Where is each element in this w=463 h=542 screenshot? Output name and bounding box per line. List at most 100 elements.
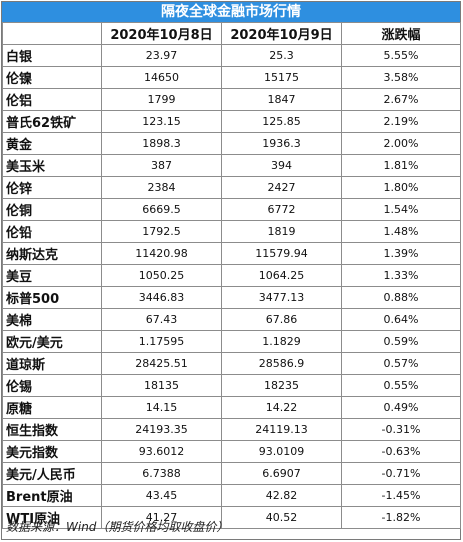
- change-percent-cell: 2.00%: [341, 132, 461, 155]
- value-oct8-cell: 43.45: [101, 484, 222, 507]
- value-oct8-cell: 14650: [101, 66, 222, 89]
- header-cell-blank: [2, 22, 102, 45]
- value-oct8-cell: 1799: [101, 88, 222, 111]
- table-row: 纳斯达克 11420.98 11579.94 1.39%: [2, 242, 461, 265]
- change-percent-cell: 0.57%: [341, 352, 461, 375]
- value-oct9-cell: 18235: [221, 374, 342, 397]
- header-row: 2020年10月8日 2020年10月9日 涨跌幅: [2, 22, 461, 45]
- market-table: 2020年10月8日 2020年10月9日 涨跌幅 白银 23.97 25.3 5.5…: [2, 22, 461, 529]
- table-row: 美玉米 387 394 1.81%: [2, 154, 461, 177]
- change-percent-cell: -1.45%: [341, 484, 461, 507]
- change-percent-cell: 2.67%: [341, 88, 461, 111]
- change-percent-cell: 1.80%: [341, 176, 461, 199]
- value-oct8-cell: 6.7388: [101, 462, 222, 485]
- table-row: 白银 23.97 25.3 5.55%: [2, 44, 461, 67]
- name-cell: 美豆: [2, 264, 102, 287]
- value-oct8-cell: 67.43: [101, 308, 222, 331]
- table-row: 伦镍 14650 15175 3.58%: [2, 66, 461, 89]
- change-percent-cell: 0.88%: [341, 286, 461, 309]
- table-row: 伦铜 6669.5 6772 1.54%: [2, 198, 461, 221]
- table-row: 伦铝 1799 1847 2.67%: [2, 88, 461, 111]
- value-oct9-cell: 42.82: [221, 484, 342, 507]
- change-percent-cell: 3.58%: [341, 66, 461, 89]
- change-percent-cell: -0.71%: [341, 462, 461, 485]
- name-cell: 标普500: [2, 286, 102, 309]
- source-note: 数据来源：Wind（期货价格均取收盘价）: [6, 520, 229, 534]
- value-oct9-cell: 1819: [221, 220, 342, 243]
- name-cell: 美元/人民币: [2, 462, 102, 485]
- change-percent-cell: 0.55%: [341, 374, 461, 397]
- value-oct9-cell: 1064.25: [221, 264, 342, 287]
- value-oct9-cell: 394: [221, 154, 342, 177]
- table-row: 普氏62铁矿 123.15 125.85 2.19%: [2, 110, 461, 133]
- value-oct9-cell: 1936.3: [221, 132, 342, 155]
- value-oct8-cell: 28425.51: [101, 352, 222, 375]
- value-oct9-cell: 67.86: [221, 308, 342, 331]
- name-cell: Brent原油: [2, 484, 102, 507]
- table-row: Brent原油 43.45 42.82 -1.45%: [2, 484, 461, 507]
- table-row: 伦锡 18135 18235 0.55%: [2, 374, 461, 397]
- name-cell: 伦铅: [2, 220, 102, 243]
- value-oct9-cell: 14.22: [221, 396, 342, 419]
- value-oct8-cell: 11420.98: [101, 242, 222, 265]
- change-percent-cell: 2.19%: [341, 110, 461, 133]
- name-cell: 美棉: [2, 308, 102, 331]
- value-oct8-cell: 24193.35: [101, 418, 222, 441]
- name-cell: 道琼斯: [2, 352, 102, 375]
- header-cell-date2: 2020年10月9日: [221, 22, 342, 45]
- table-row: 伦锌 2384 2427 1.80%: [2, 176, 461, 199]
- table-row: 美元指数 93.6012 93.0109 -0.63%: [2, 440, 461, 463]
- change-percent-cell: -0.63%: [341, 440, 461, 463]
- value-oct9-cell: 40.52: [221, 506, 342, 529]
- table-row: WTI原油 41.27 40.52 -1.82%: [2, 506, 461, 529]
- value-oct9-cell: 93.0109: [221, 440, 342, 463]
- name-cell: 纳斯达克: [2, 242, 102, 265]
- change-percent-cell: 0.49%: [341, 396, 461, 419]
- table-row: 美豆 1050.25 1064.25 1.33%: [2, 264, 461, 287]
- value-oct9-cell: 15175: [221, 66, 342, 89]
- name-cell: WTI原油: [2, 506, 102, 529]
- change-percent-cell: 1.33%: [341, 264, 461, 287]
- name-cell: 黄金: [2, 132, 102, 155]
- page-title: 隔夜全球金融市场行情: [2, 2, 460, 22]
- header-cell-date1: 2020年10月8日: [101, 22, 222, 45]
- table-row: 标普500 3446.83 3477.13 0.88%: [2, 286, 461, 309]
- name-cell: 伦锌: [2, 176, 102, 199]
- value-oct8-cell: 18135: [101, 374, 222, 397]
- value-oct9-cell: 28586.9: [221, 352, 342, 375]
- table-row: 美元/人民币 6.7388 6.6907 -0.71%: [2, 462, 461, 485]
- name-cell: 美玉米: [2, 154, 102, 177]
- name-cell: 恒生指数: [2, 418, 102, 441]
- table-row: 美棉 67.43 67.86 0.64%: [2, 308, 461, 331]
- name-cell: 欧元/美元: [2, 330, 102, 353]
- change-percent-cell: 1.48%: [341, 220, 461, 243]
- name-cell: 原糖: [2, 396, 102, 419]
- value-oct9-cell: 125.85: [221, 110, 342, 133]
- change-percent-cell: -0.31%: [341, 418, 461, 441]
- value-oct8-cell: 41.27: [101, 506, 222, 529]
- value-oct9-cell: 25.3: [221, 44, 342, 67]
- table-row: 恒生指数 24193.35 24119.13 -0.31%: [2, 418, 461, 441]
- name-cell: 普氏62铁矿: [2, 110, 102, 133]
- table-row: 黄金 1898.3 1936.3 2.00%: [2, 132, 461, 155]
- value-oct8-cell: 6669.5: [101, 198, 222, 221]
- name-cell: 伦铜: [2, 198, 102, 221]
- value-oct8-cell: 14.15: [101, 396, 222, 419]
- change-percent-cell: 1.81%: [341, 154, 461, 177]
- change-percent-cell: 0.64%: [341, 308, 461, 331]
- value-oct9-cell: 6.6907: [221, 462, 342, 485]
- value-oct8-cell: 1792.5: [101, 220, 222, 243]
- change-percent-cell: -1.82%: [341, 506, 461, 529]
- value-oct9-cell: 1847: [221, 88, 342, 111]
- name-cell: 伦铝: [2, 88, 102, 111]
- value-oct8-cell: 1050.25: [101, 264, 222, 287]
- table-row: 伦铅 1792.5 1819 1.48%: [2, 220, 461, 243]
- value-oct8-cell: 387: [101, 154, 222, 177]
- change-percent-cell: 1.39%: [341, 242, 461, 265]
- name-cell: 伦镍: [2, 66, 102, 89]
- change-percent-cell: 0.59%: [341, 330, 461, 353]
- change-percent-cell: 1.54%: [341, 198, 461, 221]
- header-cell-change: 涨跌幅: [341, 22, 461, 45]
- change-percent-cell: 5.55%: [341, 44, 461, 67]
